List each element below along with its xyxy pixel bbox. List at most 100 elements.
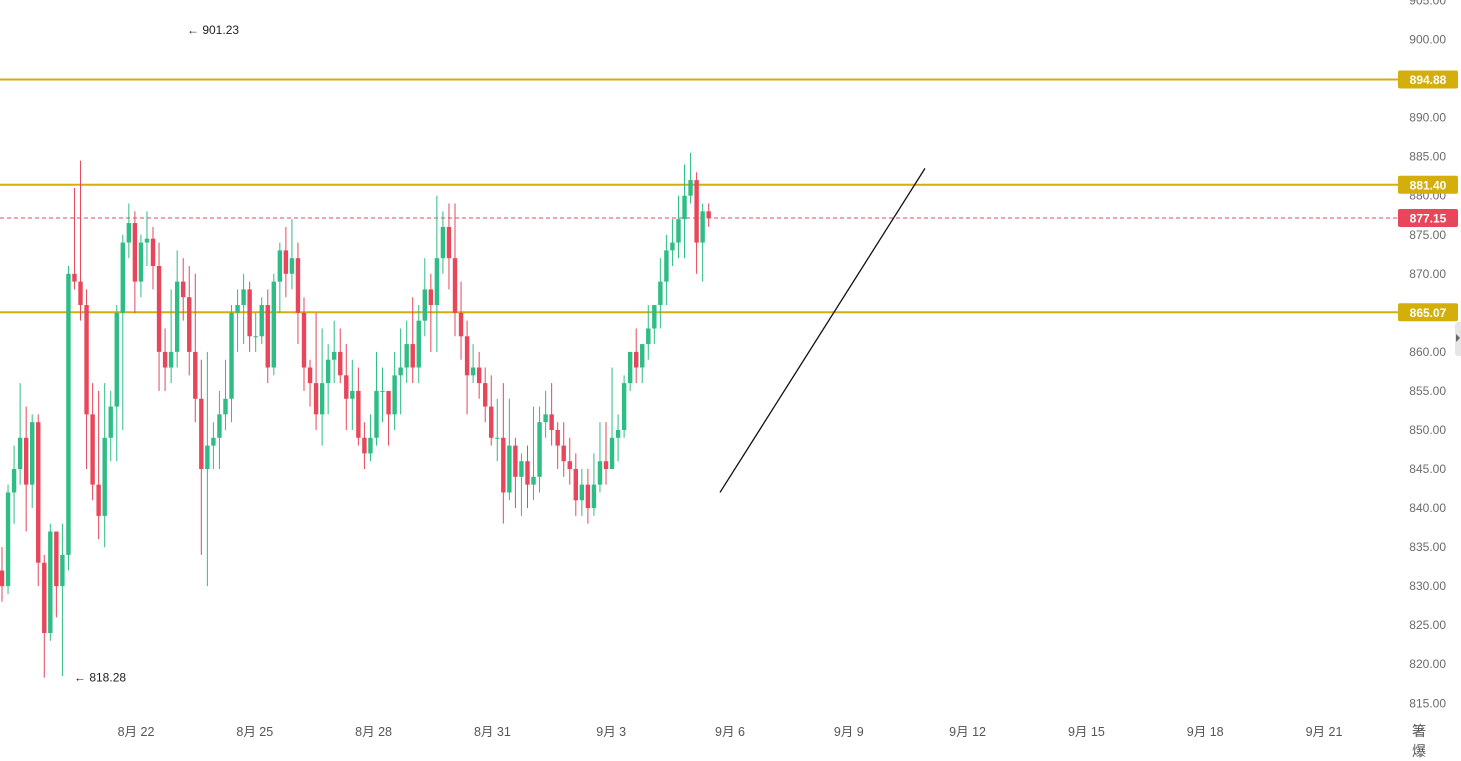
candle[interactable] (217, 390, 222, 470)
candle[interactable] (525, 445, 530, 509)
candle[interactable] (392, 351, 397, 430)
candle[interactable] (162, 328, 168, 391)
candle[interactable] (156, 242, 162, 391)
candle[interactable] (452, 203, 458, 337)
candle[interactable] (356, 367, 361, 446)
candle[interactable] (658, 258, 663, 329)
candle[interactable] (634, 328, 639, 384)
candle[interactable] (380, 367, 385, 423)
candle[interactable] (307, 359, 313, 407)
candle[interactable] (646, 305, 651, 360)
candle[interactable] (289, 219, 295, 290)
candle[interactable] (96, 390, 101, 540)
candle[interactable] (555, 422, 560, 470)
candle[interactable] (483, 367, 488, 423)
candle[interactable] (84, 289, 89, 470)
candle[interactable] (332, 320, 337, 384)
candle[interactable] (519, 453, 524, 516)
candle[interactable] (229, 305, 234, 423)
candle[interactable] (144, 211, 150, 266)
candle[interactable] (253, 312, 258, 352)
candlestick-chart[interactable]: ← 901.23 ← 818.28 905.00 900.00 890.00 885.0… (0, 0, 1461, 739)
candle[interactable] (398, 328, 403, 415)
candle[interactable] (615, 414, 621, 462)
candle[interactable] (652, 305, 657, 345)
candle[interactable] (5, 484, 11, 594)
candle[interactable] (495, 398, 500, 462)
candle[interactable] (138, 234, 144, 298)
candle[interactable] (205, 351, 210, 587)
candle[interactable] (664, 234, 669, 306)
candle[interactable] (416, 305, 421, 384)
candle[interactable] (271, 273, 276, 376)
candle[interactable] (609, 367, 615, 470)
candle[interactable] (404, 320, 409, 384)
candle[interactable] (446, 203, 452, 290)
candle[interactable] (706, 203, 711, 227)
candle[interactable] (513, 437, 518, 509)
candle[interactable] (78, 160, 83, 321)
candle[interactable] (283, 226, 289, 298)
candle[interactable] (458, 281, 464, 360)
candle[interactable] (670, 219, 675, 266)
candle[interactable] (247, 281, 252, 352)
candle[interactable] (368, 414, 373, 462)
candle[interactable] (543, 390, 548, 438)
candle[interactable] (0, 547, 5, 602)
candle[interactable] (640, 344, 645, 384)
candle[interactable] (114, 305, 119, 462)
candle[interactable] (54, 531, 59, 618)
candle[interactable] (422, 258, 427, 337)
candle[interactable] (428, 273, 434, 352)
candle[interactable] (187, 265, 192, 376)
candle[interactable] (295, 242, 301, 345)
candle[interactable] (17, 383, 23, 485)
candle[interactable] (72, 187, 77, 290)
candle[interactable] (410, 297, 415, 384)
candle[interactable] (537, 406, 542, 493)
candle[interactable] (174, 250, 180, 368)
candle[interactable] (350, 359, 355, 430)
candle[interactable] (66, 265, 71, 571)
candle[interactable] (440, 211, 446, 274)
candle[interactable] (338, 328, 343, 384)
candle[interactable] (60, 523, 65, 676)
candle[interactable] (36, 414, 41, 587)
candle[interactable] (301, 297, 307, 391)
candle[interactable] (259, 297, 264, 345)
candle[interactable] (688, 152, 693, 204)
candle[interactable] (470, 344, 476, 384)
candle[interactable] (567, 437, 572, 485)
candle[interactable] (30, 414, 35, 509)
candle[interactable] (211, 422, 216, 470)
candle[interactable] (476, 351, 482, 399)
candle[interactable] (42, 554, 47, 678)
candle[interactable] (374, 351, 379, 446)
candle[interactable] (102, 383, 107, 548)
candle[interactable] (579, 469, 585, 516)
candle[interactable] (434, 195, 440, 352)
candle[interactable] (682, 164, 687, 259)
candle[interactable] (193, 273, 198, 423)
candle[interactable] (573, 453, 578, 516)
candle[interactable] (120, 234, 125, 430)
candle[interactable] (489, 375, 494, 446)
candle[interactable] (223, 359, 228, 430)
candle[interactable] (319, 328, 325, 446)
candle[interactable] (108, 390, 113, 462)
candle[interactable] (694, 172, 699, 274)
candle[interactable] (235, 289, 240, 352)
candle[interactable] (23, 406, 29, 532)
candle[interactable] (531, 406, 536, 501)
candle[interactable] (700, 203, 705, 282)
candle[interactable] (591, 453, 597, 516)
candle[interactable] (501, 383, 506, 524)
candle[interactable] (48, 523, 53, 641)
candle[interactable] (597, 422, 603, 493)
candle[interactable] (676, 195, 681, 259)
trend-line[interactable] (719, 168, 926, 493)
candle[interactable] (464, 320, 470, 415)
candle[interactable] (561, 422, 566, 477)
candle[interactable] (132, 211, 138, 313)
candle[interactable] (313, 312, 319, 430)
